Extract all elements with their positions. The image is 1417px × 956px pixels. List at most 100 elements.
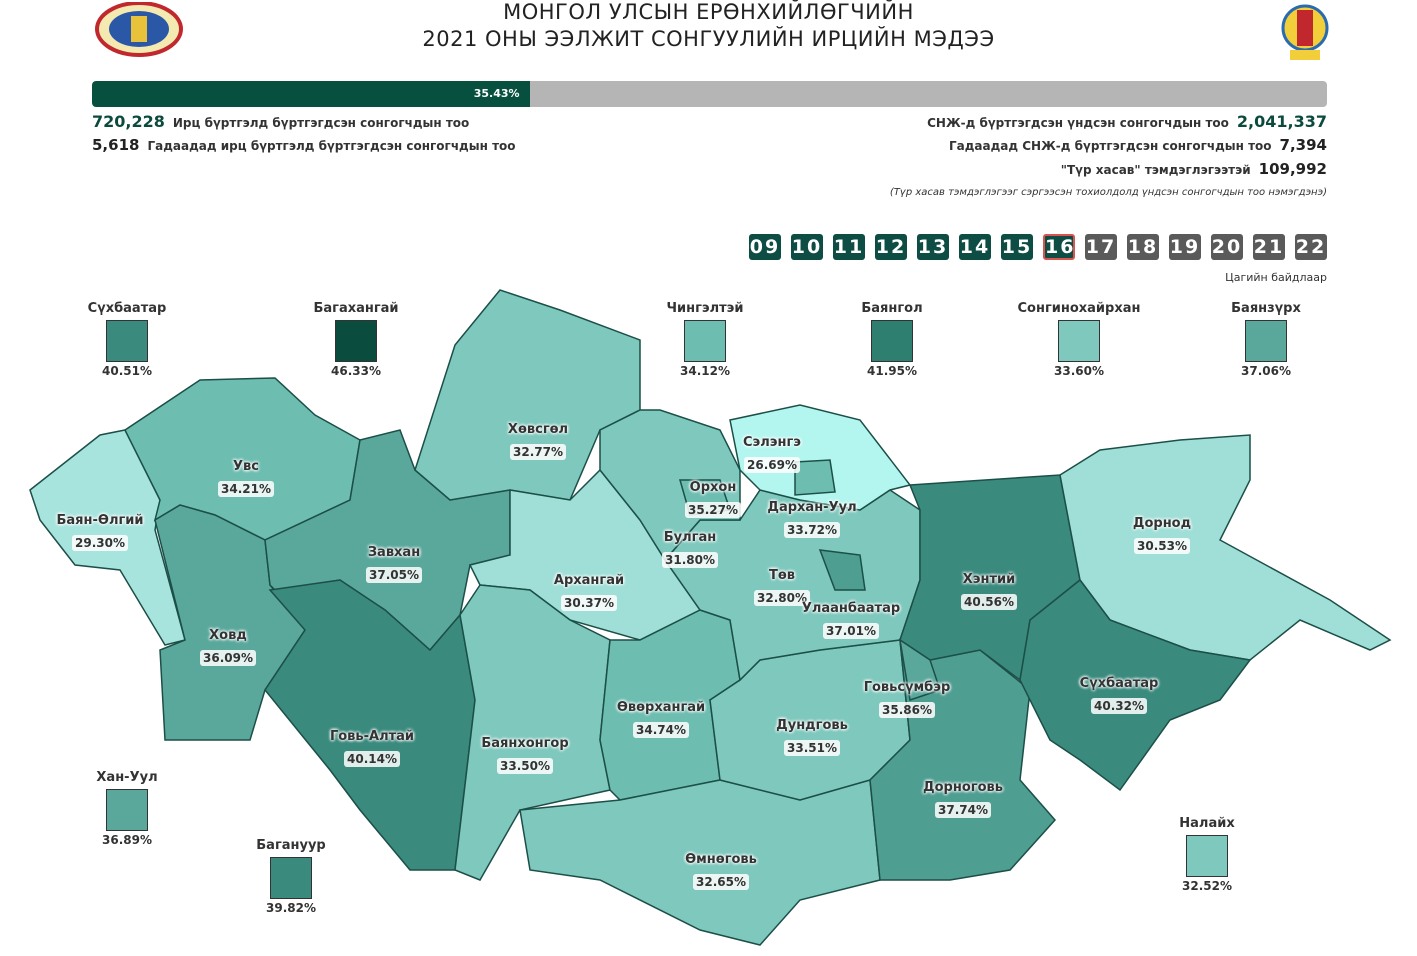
province-name: Төв [768,568,796,583]
province-name: Өвөрхангай [616,700,706,715]
hour-button[interactable]: 20 [1211,234,1243,260]
province-value: 37.05% [366,567,422,583]
hour-button[interactable]: 17 [1085,234,1117,260]
province-value: 36.09% [200,650,256,666]
province-value: 34.74% [633,722,689,738]
province-value: 33.51% [784,740,840,756]
hour-selector: 09 10 11 12 13 14 15 16 17 18 19 20 21 22 [749,234,1327,260]
province-name: Архангай [553,573,625,588]
stat-number: 2,041,337 [1236,112,1327,131]
province-value: 37.74% [935,802,991,818]
stat-label: СНЖ-д бүртгэгдсэн үндсэн сонгогчдын тоо [927,116,1229,130]
stat-number: 720,228 [92,112,165,131]
province[interactable] [599,409,741,562]
province-name: Хөвсгөл [507,422,569,437]
province-value: 32.77% [510,444,566,460]
election-logo [95,2,183,57]
hour-button[interactable]: 10 [791,234,823,260]
district-swatch[interactable] [871,320,913,362]
title: МОНГОЛ УЛСЫН ЕРӨНХИЙЛӨГЧИЙН [503,0,914,24]
province-name: Завхан [367,545,421,560]
province-name: Говьсүмбэр [863,680,951,695]
stats-right: СНЖ-д бүртгэгдсэн үндсэн сонгогчдын тоо 2… [927,112,1327,184]
stat-row: 5,618 Гадаадад ирц бүртгэлд бүртгэгдсэн с… [92,136,516,160]
district-value: 32.52% [1182,879,1232,893]
hour-button[interactable]: 09 [749,234,781,260]
stats-left: 720,228 Ирц бүртгэлд бүртгэгдсэн сонгогчд… [92,112,516,160]
district-value: 37.06% [1241,364,1291,378]
district-name: Сүхбаатар [87,301,167,316]
district-name: Сонгинохайрхан [1017,301,1141,316]
stat-number: 7,394 [1279,136,1327,154]
district-value: 36.89% [102,833,152,847]
district-name: Багануур [256,838,326,853]
hour-button[interactable]: 13 [917,234,949,260]
district-value: 41.95% [867,364,917,378]
province-name: Ховд [209,628,247,643]
province[interactable] [818,549,866,591]
province-value: 33.72% [784,522,840,538]
district-swatch[interactable] [1058,320,1100,362]
progress-fill: 35.43% [92,81,530,107]
province[interactable] [794,459,836,496]
district-name: Налайх [1179,816,1235,831]
province-value: 40.56% [961,594,1017,610]
province[interactable] [519,779,881,946]
province[interactable] [1019,578,1252,792]
stat-row: Гадаадад СНЖ-д бүртгэгдсэн сонгогчдын то… [927,136,1327,160]
hour-button[interactable]: 12 [875,234,907,260]
progress-label: 35.43% [473,87,520,100]
stat-number: 5,618 [92,136,140,154]
province[interactable] [869,638,1057,881]
district-swatch[interactable] [684,320,726,362]
province-name: Орхон [689,480,737,495]
province-name: Булган [663,530,717,545]
district-swatch[interactable] [335,320,377,362]
district-swatch[interactable] [1186,835,1228,877]
stat-label: Гадаадад ирц бүртгэлд бүртгэгдсэн сонгог… [147,139,516,153]
province-name: Дундговь [776,718,848,733]
province-name: Сэлэнгэ [743,435,801,450]
province-value: 30.53% [1134,538,1190,554]
province[interactable] [264,429,511,652]
province-name: Говь-Алтай [329,729,415,744]
hour-button[interactable]: 15 [1001,234,1033,260]
hour-button[interactable]: 21 [1253,234,1285,260]
hour-button[interactable]: 18 [1127,234,1159,260]
district-value: 46.33% [331,364,381,378]
hour-button[interactable]: 16 [1043,234,1076,260]
stat-label: "Түр хасав" тэмдэглэгээтэй [1060,163,1251,177]
district-swatch[interactable] [1245,320,1287,362]
province-value: 32.80% [754,590,810,606]
province-value: 33.50% [497,758,553,774]
province-value: 35.27% [685,502,741,518]
province-name: Өмнөговь [685,852,757,867]
province-value: 26.69% [744,457,800,473]
district-value: 39.82% [266,901,316,915]
hour-button[interactable]: 22 [1295,234,1327,260]
hour-button[interactable]: 11 [833,234,865,260]
province-name: Дархан-Уул [767,500,857,515]
hour-button[interactable]: 19 [1169,234,1201,260]
province-name: Улаанбаатар [801,601,901,616]
district-value: 33.60% [1054,364,1104,378]
district-swatch[interactable] [270,857,312,899]
province[interactable] [898,638,941,701]
province-value: 40.14% [344,751,400,767]
province-value: 35.86% [879,702,935,718]
district-swatch[interactable] [106,320,148,362]
district-name: Баянгол [861,301,923,316]
province-name: Сүхбаатар [1079,676,1159,691]
province-name: Увс [233,459,259,474]
district-value: 34.12% [680,364,730,378]
province[interactable] [454,584,611,881]
district-name: Чингэлтэй [666,301,744,316]
district-swatch[interactable] [106,789,148,831]
stat-label: Ирц бүртгэлд бүртгэгдсэн сонгогчдын тоо [172,116,470,130]
province-name: Дорноговь [923,780,1003,795]
province-name: Баянхонгор [481,736,569,751]
province[interactable] [729,404,912,511]
hour-button[interactable]: 14 [959,234,991,260]
district-value: 40.51% [102,364,152,378]
